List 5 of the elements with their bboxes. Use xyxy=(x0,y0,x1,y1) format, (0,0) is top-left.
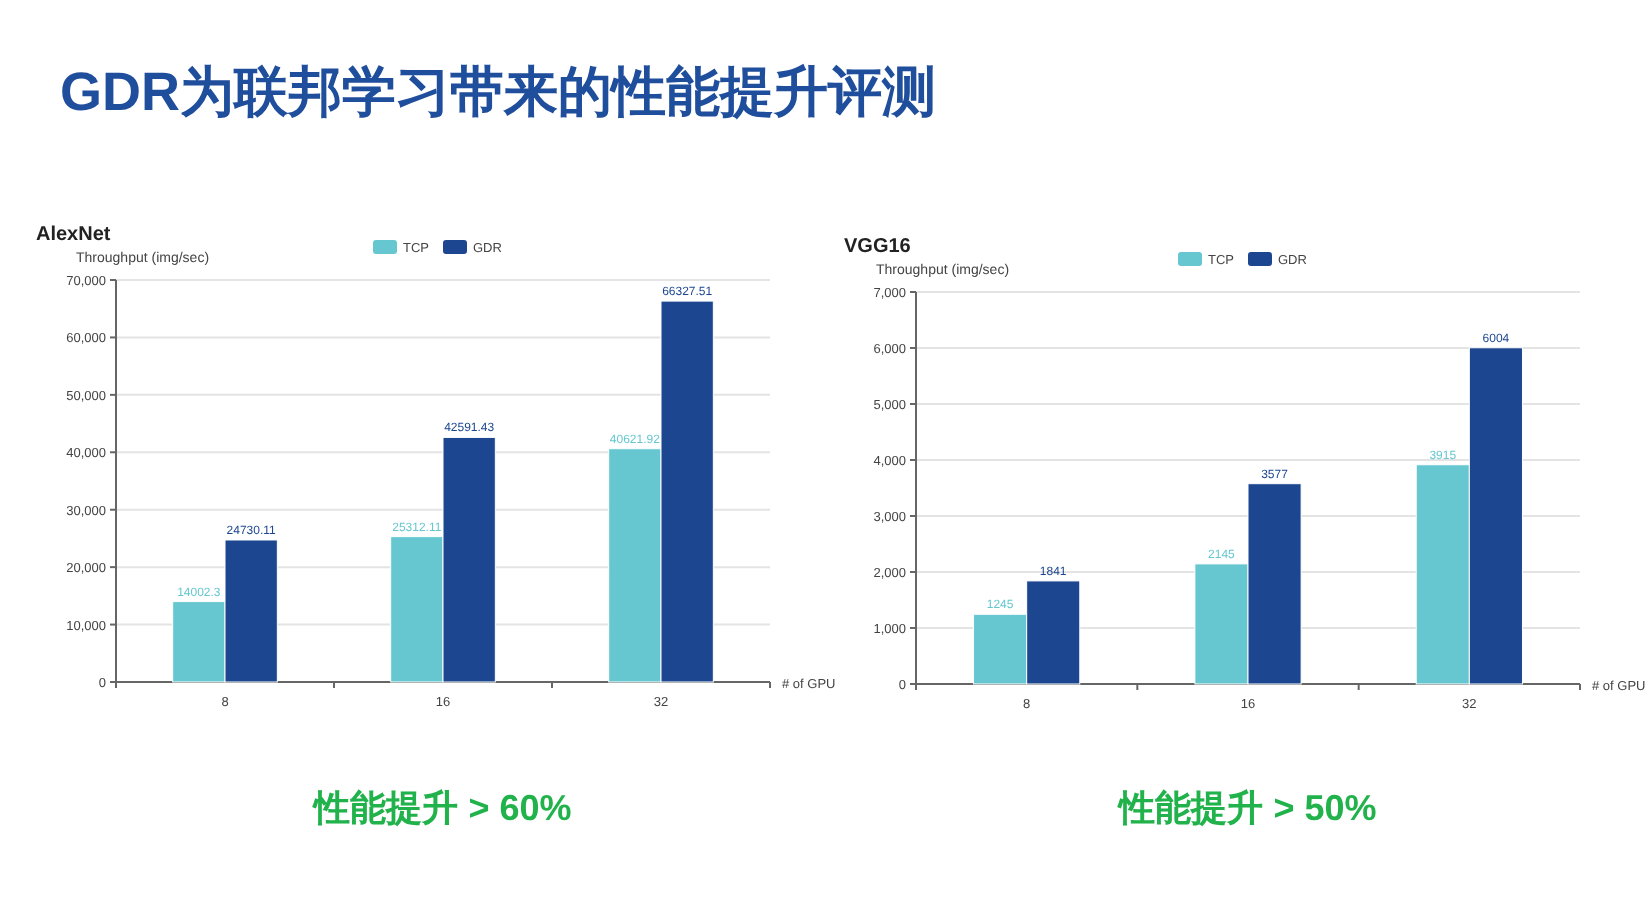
text: 性能提升 > 60% xyxy=(312,788,572,828)
text: 性能提升 > 50% xyxy=(1117,788,1377,828)
text: GDR为联邦学习带来的性能提升评测 xyxy=(60,62,936,122)
chart-title: AlexNet xyxy=(36,224,112,246)
chart-title: VGG16 xyxy=(844,236,912,258)
